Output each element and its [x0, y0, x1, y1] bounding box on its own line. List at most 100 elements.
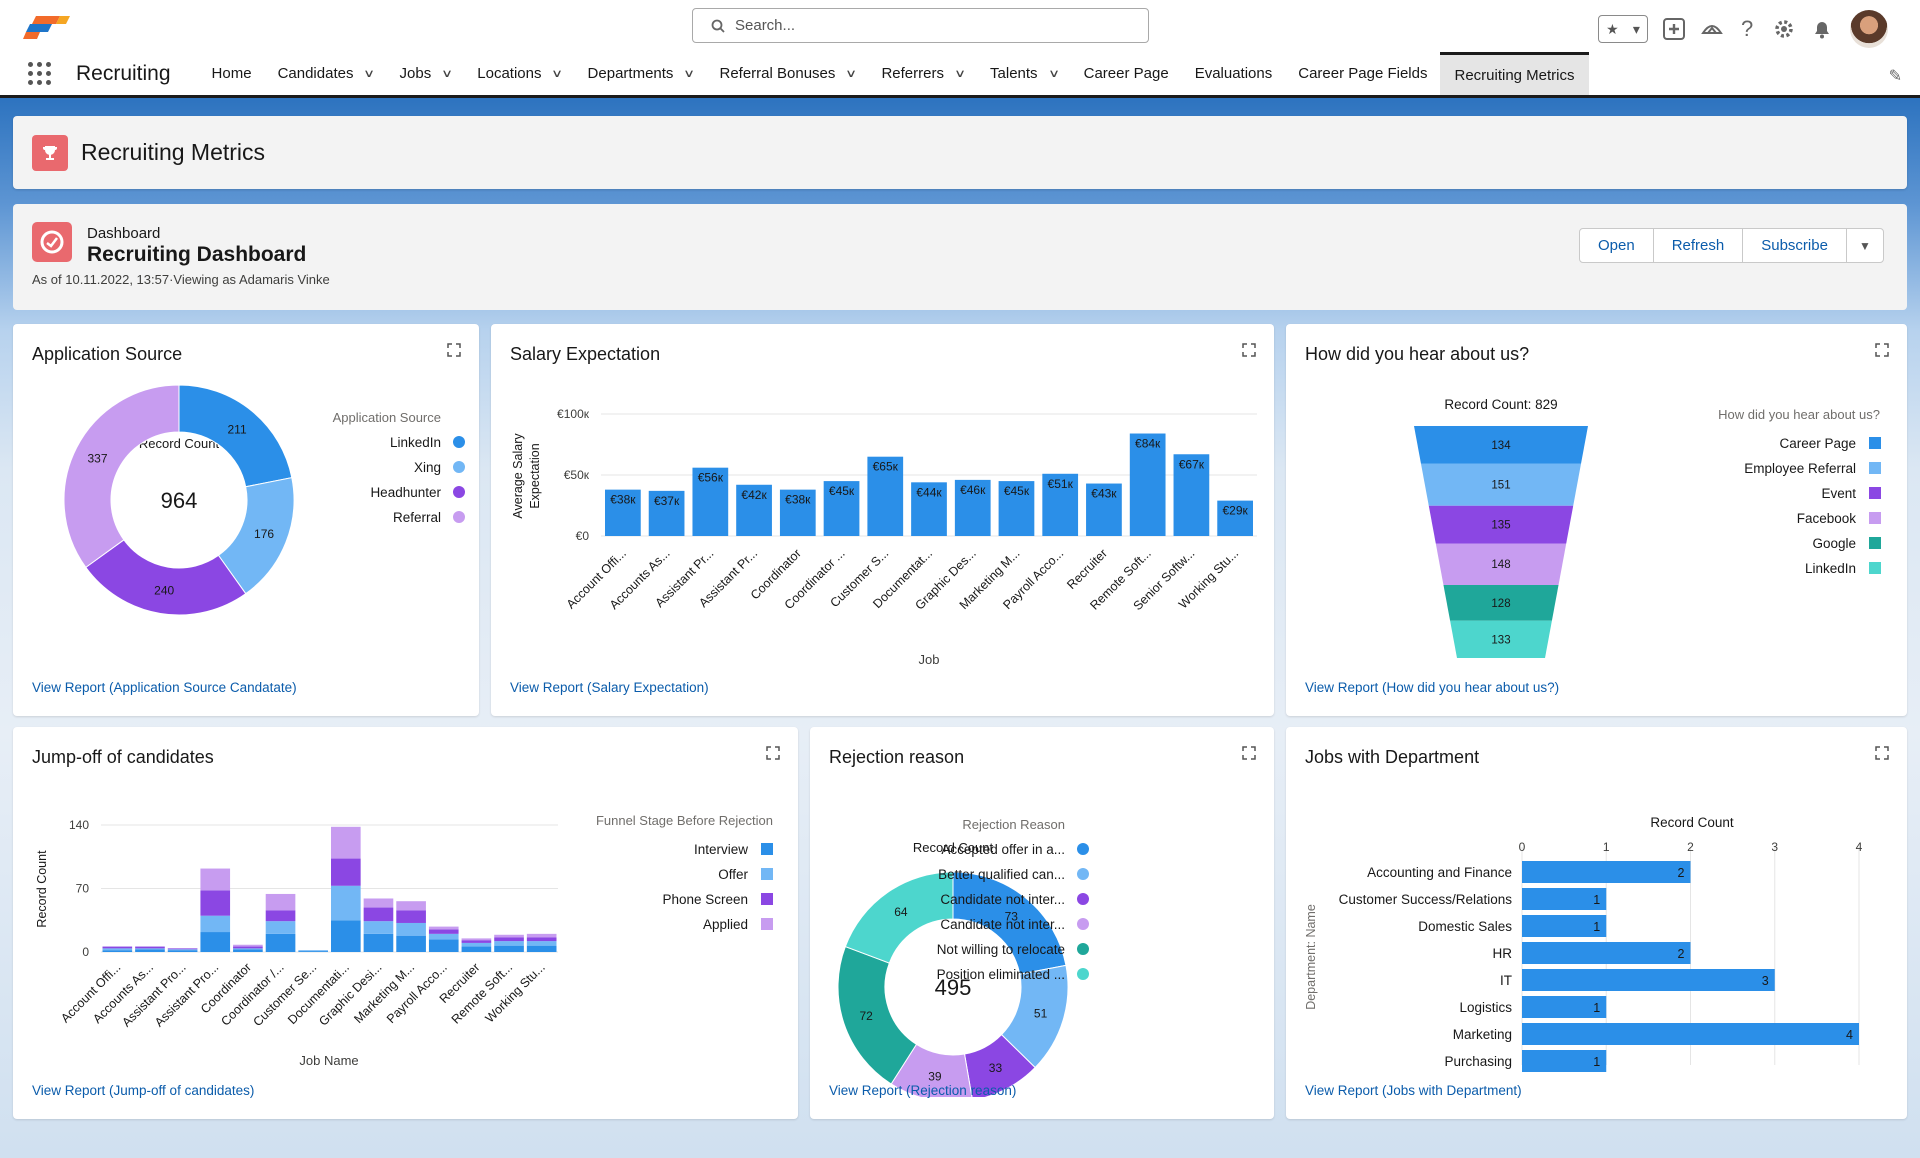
subscribe-button[interactable]: Subscribe — [1743, 229, 1847, 262]
x-tick-label: 4 — [1856, 840, 1863, 854]
nav-tab-label: Candidates — [277, 65, 354, 82]
chevron-down-icon[interactable]: ∨ — [1047, 68, 1060, 80]
legend-swatch — [1869, 562, 1881, 574]
view-report-link[interactable]: View Report (Salary Expectation) — [510, 680, 709, 695]
funnel-segment — [1450, 620, 1552, 658]
view-report-link[interactable]: View Report (Rejection reason) — [829, 1083, 1017, 1098]
stacked-bar-segment — [233, 948, 263, 950]
card-title: Jump-off of candidates — [32, 747, 214, 767]
bar — [1129, 433, 1166, 536]
dashboard-icon — [32, 222, 72, 262]
stacked-bar-segment — [331, 858, 361, 886]
chevron-down-icon[interactable]: ∨ — [441, 68, 454, 80]
segment-value-label: 151 — [1491, 480, 1510, 492]
jobs-with-department-card: Jobs with Department Record Count 0 1 2 3 4 2 A… — [1286, 727, 1907, 1119]
star-icon: ★ — [1606, 20, 1619, 37]
bar — [954, 479, 991, 536]
stacked-bar-segment — [233, 944, 263, 947]
y-tick-label: 0 — [82, 945, 89, 959]
nav-tab-evaluations[interactable]: Evaluations — [1182, 52, 1286, 95]
legend-swatch — [761, 868, 773, 880]
nav-tab-locations[interactable]: Locations ∨ — [464, 52, 574, 95]
card-title: Application Source — [32, 344, 183, 364]
bell-icon[interactable] — [1810, 17, 1834, 41]
legend-label: Accepted offer in a... — [941, 842, 1065, 857]
bar — [1042, 473, 1079, 536]
stacked-bar-segment — [461, 940, 492, 943]
nav-tab-career-page[interactable]: Career Page — [1071, 52, 1182, 95]
slice-value-label: 337 — [88, 451, 108, 465]
view-report-link[interactable]: View Report (How did you hear about us?) — [1305, 680, 1560, 695]
legend-label: Not willing to relocate — [937, 942, 1065, 957]
segment-value-label: 128 — [1491, 598, 1510, 610]
legend-swatch — [453, 461, 465, 473]
dashboard-meta: As of 10.11.2022, 13:57·Viewing as Adama… — [32, 272, 330, 287]
expand-icon[interactable] — [766, 746, 780, 760]
expand-icon[interactable] — [1242, 746, 1256, 760]
stacked-bar-segment — [396, 910, 426, 923]
nav-tab-departments[interactable]: Departments ∨ — [575, 52, 707, 95]
expand-icon[interactable] — [447, 343, 461, 357]
help-icon[interactable]: ? — [1738, 17, 1758, 41]
refresh-button[interactable]: Refresh — [1654, 229, 1744, 262]
favorites-button[interactable]: ★ ▾ — [1598, 15, 1648, 43]
nav-tab-recruiting-metrics[interactable]: Recruiting Metrics — [1440, 52, 1589, 95]
nav-tab-career-page-fields[interactable]: Career Page Fields — [1285, 52, 1440, 95]
chevron-down-icon[interactable]: ∨ — [363, 68, 376, 80]
stacked-bar-segment — [526, 941, 557, 946]
nav-tab-referrers[interactable]: Referrers ∨ — [868, 52, 977, 95]
expand-icon[interactable] — [1875, 343, 1889, 357]
user-avatar[interactable] — [1850, 10, 1888, 48]
stacked-bar-segment — [331, 826, 361, 859]
bar — [1522, 915, 1607, 937]
y-tick-label: 70 — [76, 882, 90, 896]
card-title: Jobs with Department — [1305, 747, 1480, 767]
global-search-input[interactable]: Search... — [692, 8, 1149, 43]
slice-value-label: 39 — [928, 1070, 942, 1084]
x-tick-label: Recruiter — [1064, 546, 1110, 592]
legend-label: LinkedIn — [390, 435, 441, 450]
legend-label: LinkedIn — [1805, 561, 1856, 576]
chevron-down-icon[interactable]: ∨ — [683, 68, 696, 80]
legend-swatch — [1077, 918, 1089, 930]
legend-swatch — [1869, 487, 1881, 499]
y-tick-label: Logistics — [1459, 1000, 1512, 1015]
view-report-link[interactable]: View Report (Application Source Candatat… — [32, 680, 297, 695]
expand-icon[interactable] — [1875, 746, 1889, 760]
stacked-bar-segment — [428, 929, 459, 934]
jobs-with-department-chart: Record Count 0 1 2 3 4 2 Accounting and Finance… — [1304, 815, 1863, 1072]
global-actions-icon[interactable] — [1662, 17, 1686, 41]
how-did-you-hear-card: How did you hear about us? Record Count:… — [1286, 324, 1907, 716]
trailhead-icon[interactable] — [1700, 17, 1724, 41]
nav-tab-home[interactable]: Home — [199, 52, 265, 95]
bar-value-label: €38к — [785, 493, 811, 507]
chevron-down-icon[interactable]: ∨ — [845, 68, 858, 80]
expand-icon[interactable] — [1242, 343, 1256, 357]
open-button[interactable]: Open — [1580, 229, 1654, 262]
legend-swatch — [1077, 868, 1089, 880]
app-name: Recruiting — [76, 61, 171, 85]
bar-value-label: 4 — [1846, 1028, 1853, 1042]
app-launcher-icon[interactable] — [28, 61, 52, 86]
nav-tab-jobs[interactable]: Jobs ∨ — [387, 52, 465, 95]
nav-tab-talents[interactable]: Talents ∨ — [977, 52, 1071, 95]
more-actions-button[interactable]: ▼ — [1847, 229, 1883, 262]
funnel-segment — [1414, 426, 1588, 464]
y-tick-label: Accounting and Finance — [1367, 865, 1512, 880]
bar — [736, 484, 772, 536]
view-report-link[interactable]: View Report (Jump-off of candidates) — [32, 1083, 255, 1098]
nav-tab-referral-bonuses[interactable]: Referral Bonuses ∨ — [706, 52, 868, 95]
chevron-down-icon[interactable]: ∨ — [953, 68, 967, 80]
stacked-bar-segment — [102, 946, 133, 949]
bar — [605, 489, 641, 536]
view-report-link[interactable]: View Report (Jobs with Department) — [1305, 1083, 1522, 1098]
edit-nav-icon[interactable]: ✎ — [1888, 68, 1902, 85]
donut-slice — [837, 945, 918, 1085]
stacked-bar-segment — [363, 933, 394, 952]
gear-icon[interactable] — [1772, 17, 1796, 41]
legend-title: Funnel Stage Before Rejection — [596, 813, 773, 828]
chevron-down-icon[interactable]: ∨ — [551, 68, 564, 80]
app-logo-icon[interactable] — [22, 12, 72, 40]
stacked-bar-segment — [494, 945, 524, 952]
nav-tab-candidates[interactable]: Candidates ∨ — [265, 52, 387, 95]
